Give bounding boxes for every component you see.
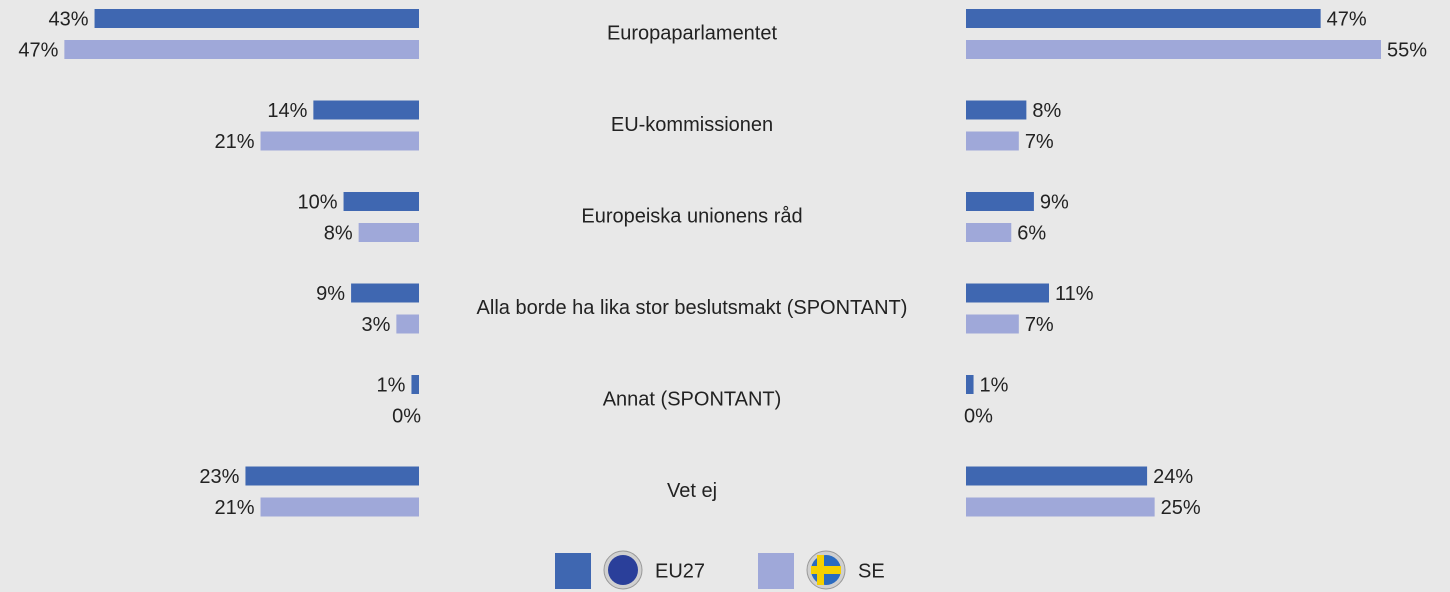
value-label: 0% xyxy=(964,405,993,427)
value-label: 1% xyxy=(377,374,406,396)
bar xyxy=(966,40,1381,59)
bar xyxy=(396,314,419,334)
legend-label: EU27 xyxy=(655,560,705,582)
bar xyxy=(966,131,1019,151)
bar xyxy=(966,9,1321,28)
se-flag-icon xyxy=(811,566,841,574)
category-label: Vet ej xyxy=(667,480,717,502)
legend-swatch xyxy=(758,553,794,589)
value-label: 43% xyxy=(49,8,89,30)
bar xyxy=(245,466,419,486)
value-label: 10% xyxy=(298,191,338,213)
bar xyxy=(966,192,1034,211)
bar xyxy=(260,497,419,517)
value-label: 25% xyxy=(1161,497,1201,519)
bar xyxy=(313,100,419,120)
value-label: 23% xyxy=(199,466,239,488)
value-label: 47% xyxy=(18,39,58,61)
value-label: 8% xyxy=(1032,100,1061,122)
value-label: 8% xyxy=(324,222,353,244)
eu-flag-icon xyxy=(608,555,638,585)
value-label: 7% xyxy=(1025,131,1054,153)
bar xyxy=(966,466,1148,486)
bar xyxy=(966,100,1027,120)
value-label: 3% xyxy=(361,314,390,336)
value-label: 11% xyxy=(1055,283,1094,305)
legend-label: SE xyxy=(858,560,885,582)
value-label: 9% xyxy=(316,283,345,305)
bar xyxy=(966,314,1019,334)
bar xyxy=(358,223,419,242)
value-label: 47% xyxy=(1327,8,1367,30)
value-label: 6% xyxy=(1017,222,1046,244)
category-label: Europaparlamentet xyxy=(607,22,778,44)
value-label: 1% xyxy=(980,374,1009,396)
category-label: Alla borde ha lika stor beslutsmakt (SPO… xyxy=(477,297,908,319)
bar xyxy=(966,375,974,394)
value-label: 55% xyxy=(1387,39,1427,61)
bar xyxy=(351,283,419,303)
value-label: 24% xyxy=(1153,466,1193,488)
category-label: Europeiska unionens råd xyxy=(581,205,802,227)
bar xyxy=(64,40,419,59)
se-flag-icon xyxy=(817,555,824,585)
category-label: EU-kommissionen xyxy=(611,114,773,136)
value-label: 21% xyxy=(215,497,255,519)
value-label: 9% xyxy=(1040,191,1069,213)
legend xyxy=(603,550,846,590)
bar xyxy=(94,9,419,28)
value-label: 7% xyxy=(1025,314,1054,336)
value-label: 21% xyxy=(215,131,255,153)
value-label: 0% xyxy=(392,405,421,427)
bar xyxy=(411,375,419,394)
bar xyxy=(966,223,1012,242)
bar xyxy=(966,283,1049,303)
legend-swatch xyxy=(555,553,591,589)
bar xyxy=(260,131,419,151)
bar xyxy=(343,192,419,211)
category-label: Annat (SPONTANT) xyxy=(603,388,782,410)
bar xyxy=(966,497,1155,517)
value-label: 14% xyxy=(267,100,307,122)
